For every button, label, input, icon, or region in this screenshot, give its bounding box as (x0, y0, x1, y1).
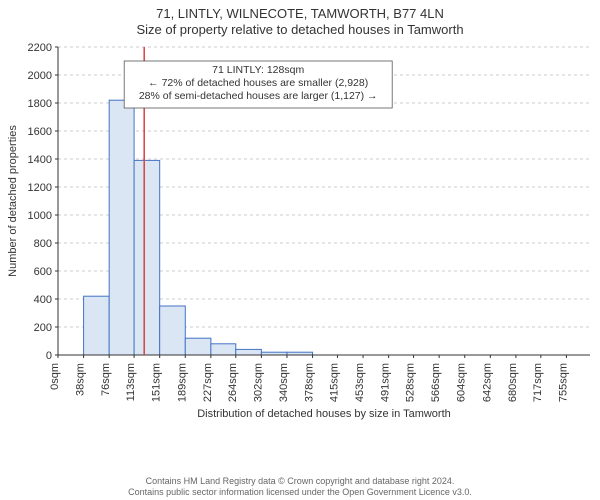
y-axis-label: Number of detached properties (7, 125, 19, 277)
x-tick-label: 189sqm (176, 363, 188, 402)
x-tick-label: 76sqm (100, 363, 112, 396)
x-tick-label: 227sqm (202, 363, 214, 402)
title-subtitle: Size of property relative to detached ho… (0, 22, 600, 38)
x-tick-label: 680sqm (507, 363, 519, 402)
x-tick-label: 528sqm (405, 363, 417, 402)
x-tick-label: 566sqm (430, 363, 442, 402)
x-tick-label: 113sqm (125, 363, 137, 401)
x-tick-label: 340sqm (278, 363, 290, 402)
plot-area: 0 200 400 600 800 1000 1200 1400 1600 1800 2000 220… (0, 37, 600, 437)
y-tick-label: 1400 (28, 154, 52, 166)
annotation-line: ← 72% of detached houses are smaller (2,… (148, 77, 368, 89)
x-tick-label: 378sqm (304, 363, 316, 402)
x-tick-label: 642sqm (481, 363, 493, 402)
y-tick-label: 400 (34, 294, 52, 306)
histogram-bar (185, 338, 211, 355)
x-tick-label: 0sqm (49, 363, 61, 390)
footer-line2: Contains public sector information licen… (0, 487, 600, 498)
footer-attribution: Contains HM Land Registry data © Crown c… (0, 476, 600, 498)
footer-line1: Contains HM Land Registry data © Crown c… (0, 476, 600, 487)
annotation-line: 28% of semi-detached houses are larger (… (139, 90, 378, 102)
histogram-bar (134, 161, 160, 356)
y-tick-label: 1200 (28, 182, 52, 194)
histogram-bar (109, 100, 134, 355)
histogram-svg: 0 200 400 600 800 1000 1200 1400 1600 1800 2000 220… (0, 37, 600, 437)
x-tick-label: 38sqm (75, 363, 87, 396)
y-tick-label: 1000 (28, 210, 52, 222)
y-tick-label: 2000 (28, 70, 52, 82)
x-tick-label: 491sqm (380, 363, 392, 402)
x-tick-label: 755sqm (557, 363, 569, 402)
x-tick-label: 151sqm (151, 363, 163, 402)
x-tick-label: 453sqm (354, 363, 366, 402)
title-address: 71, LINTLY, WILNECOTE, TAMWORTH, B77 4LN (0, 6, 600, 22)
x-tick-label: 302sqm (252, 363, 264, 402)
y-tick-label: 1600 (28, 126, 52, 138)
histogram-bar (160, 306, 186, 355)
y-tick-label: 0 (46, 350, 52, 362)
y-tick-label: 1800 (28, 98, 52, 110)
y-tick-label: 600 (34, 266, 52, 278)
histogram-bar (236, 350, 262, 356)
annotation-line: 71 LINTLY: 128sqm (212, 64, 304, 76)
histogram-bar (211, 344, 236, 355)
y-tick-label: 800 (34, 238, 52, 250)
histogram-bar (84, 296, 110, 355)
x-tick-label: 717sqm (532, 363, 544, 402)
y-tick-label: 2200 (28, 42, 52, 54)
y-tick-label: 200 (34, 322, 52, 334)
x-tick-label: 604sqm (456, 363, 468, 402)
x-tick-label: 415sqm (328, 363, 340, 402)
x-axis-label: Distribution of detached houses by size … (197, 408, 451, 420)
x-tick-label: 264sqm (227, 363, 239, 402)
chart-title: 71, LINTLY, WILNECOTE, TAMWORTH, B77 4LN… (0, 0, 600, 37)
